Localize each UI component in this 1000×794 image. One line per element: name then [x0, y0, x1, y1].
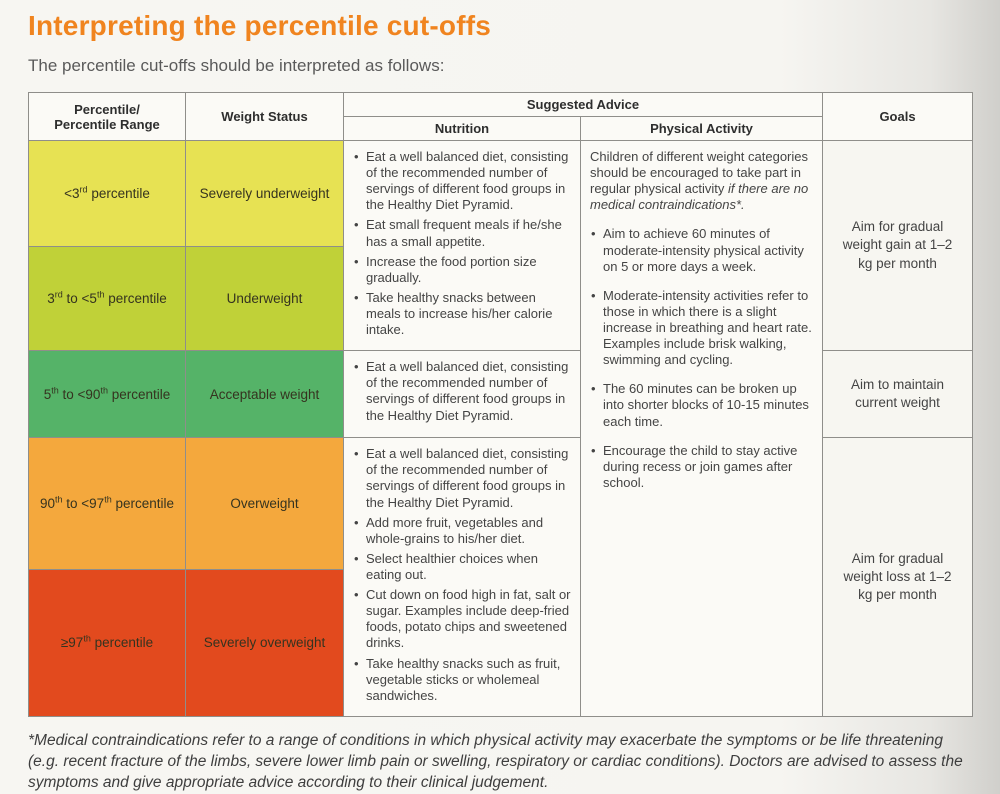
percentile-range-cell-underweight: 3rd to <5th percentile: [28, 246, 186, 352]
table-body: <3rd percentile Severely underweight Eat…: [28, 139, 973, 717]
range-text: 90: [39, 495, 56, 511]
table-row: 5th to <90th percentile Acceptable weigh…: [28, 350, 973, 439]
weight-status-cell-underweight: Underweight: [185, 246, 344, 352]
bullet-item: Aim to achieve 60 minutes of moderate-in…: [590, 226, 813, 274]
weight-status-cell-acceptable: Acceptable weight: [185, 350, 344, 439]
goals-cell-maintain: Aim to maintain current weight: [822, 350, 973, 439]
table-row: 3rd to <5th percentile Underweight: [28, 246, 973, 352]
bullet-item: Eat small frequent meals if he/she has a…: [353, 217, 571, 249]
page-title: Interpreting the percentile cut-offs: [28, 10, 492, 41]
header-nutrition: Nutrition: [343, 116, 581, 141]
physical-activity-list: Aim to achieve 60 minutes of moderate-in…: [590, 226, 813, 491]
bullet-item: Encourage the child to stay active durin…: [590, 443, 813, 491]
table-row: 90th to <97th percentile Overweight Eat …: [28, 437, 973, 717]
header-goals: Goals: [822, 92, 973, 141]
header-suggested-advice: Suggested Advice: [343, 92, 823, 117]
weight-status-cell-severely-overweight: Severely overweight: [185, 568, 344, 717]
intro-normal-text: Children of different weight categories …: [590, 149, 808, 197]
range-sup: th: [83, 633, 91, 644]
header-percentile-line2: Percentile Range: [54, 116, 160, 132]
range-sup: th: [51, 385, 59, 396]
bullet-item: Eat a well balanced diet, consisting of …: [353, 359, 571, 423]
range-sup: th: [100, 385, 108, 396]
range-text: percentile: [87, 186, 150, 202]
range-sup: th: [96, 289, 105, 300]
weight-status-cell-severely-underweight: Severely underweight: [185, 139, 344, 248]
range-text: percentile: [111, 495, 175, 511]
header-weight-status: Weight Status: [185, 92, 344, 141]
nutrition-cell-underweight: Eat a well balanced diet, consisting of …: [343, 139, 581, 352]
physical-activity-cell: Children of different weight categories …: [580, 140, 823, 717]
bullet-item: Eat a well balanced diet, consisting of …: [353, 446, 571, 510]
bullet-item: Take healthy snacks such as fruit, veget…: [353, 656, 571, 704]
bullet-item: Select healthier choices when eating out…: [353, 551, 571, 583]
range-text: percentile: [104, 291, 167, 307]
table-row: <3rd percentile Severely underweight Eat…: [28, 139, 973, 717]
range-text: to <97: [62, 495, 105, 511]
range-sup: rd: [54, 289, 63, 300]
bullet-item: Cut down on food high in fat, salt or su…: [353, 587, 571, 651]
goals-cell-weight-loss: Aim for gradual weight loss at 1–2 kg pe…: [822, 437, 973, 717]
nutrition-list-underweight: Eat a well balanced diet, consisting of …: [353, 149, 571, 338]
bullet-item: Take healthy snacks between meals to inc…: [353, 290, 571, 338]
header-physical-activity: Physical Activity: [580, 116, 823, 141]
range-text: 5: [43, 386, 52, 402]
range-text: ≥97: [60, 635, 84, 651]
physical-activity-intro: Children of different weight categories …: [590, 149, 813, 213]
bullet-item: Increase the food portion size gradually…: [353, 254, 571, 286]
range-sup: rd: [79, 184, 88, 195]
intro-italic-text: if there are no medical contraindication…: [590, 181, 809, 213]
percentile-range-cell-severely-underweight: <3rd percentile: [28, 139, 186, 248]
nutrition-list-acceptable: Eat a well balanced diet, consisting of …: [353, 359, 571, 423]
medical-contraindications-footnote: *Medical contraindications refer to a ra…: [28, 731, 963, 791]
percentile-range-cell-severely-overweight: ≥97th percentile: [28, 568, 186, 717]
bullet-item: Eat a well balanced diet, consisting of …: [353, 149, 571, 213]
table-row: ≥97th percentile Severely overweight: [28, 568, 973, 717]
bullet-item: The 60 minutes can be broken up into sho…: [590, 381, 813, 429]
nutrition-cell-overweight: Eat a well balanced diet, consisting of …: [343, 437, 581, 717]
percentile-range-cell-overweight: 90th to <97th percentile: [28, 437, 186, 570]
nutrition-list-overweight: Eat a well balanced diet, consisting of …: [353, 446, 571, 704]
bullet-item: Moderate-intensity activities refer to t…: [590, 288, 813, 369]
range-sup: th: [104, 494, 112, 505]
percentile-range-cell-acceptable: 5th to <90th percentile: [28, 350, 186, 439]
range-sup: th: [55, 494, 63, 505]
table-header: Percentile/ Percentile Range Weight Stat…: [28, 92, 973, 141]
range-text: to <5: [62, 291, 97, 307]
range-text: <3: [64, 186, 80, 202]
header-percentile-line1: Percentile/: [74, 101, 140, 117]
range-text: 3: [47, 291, 55, 307]
range-text: percentile: [90, 635, 154, 651]
goals-cell-weight-gain: Aim for gradual weight gain at 1–2 kg pe…: [822, 139, 973, 352]
page-subtitle: The percentile cut-offs should be interp…: [28, 56, 445, 75]
percentile-cutoff-table: Percentile/ Percentile Range Weight Stat…: [28, 92, 973, 717]
range-text: percentile: [107, 386, 171, 402]
header-percentile-range: Percentile/ Percentile Range: [28, 92, 186, 141]
nutrition-cell-acceptable: Eat a well balanced diet, consisting of …: [343, 350, 581, 439]
range-text: to <90: [58, 386, 101, 402]
bullet-item: Add more fruit, vegetables and whole-gra…: [353, 515, 571, 547]
weight-status-cell-overweight: Overweight: [185, 437, 344, 570]
